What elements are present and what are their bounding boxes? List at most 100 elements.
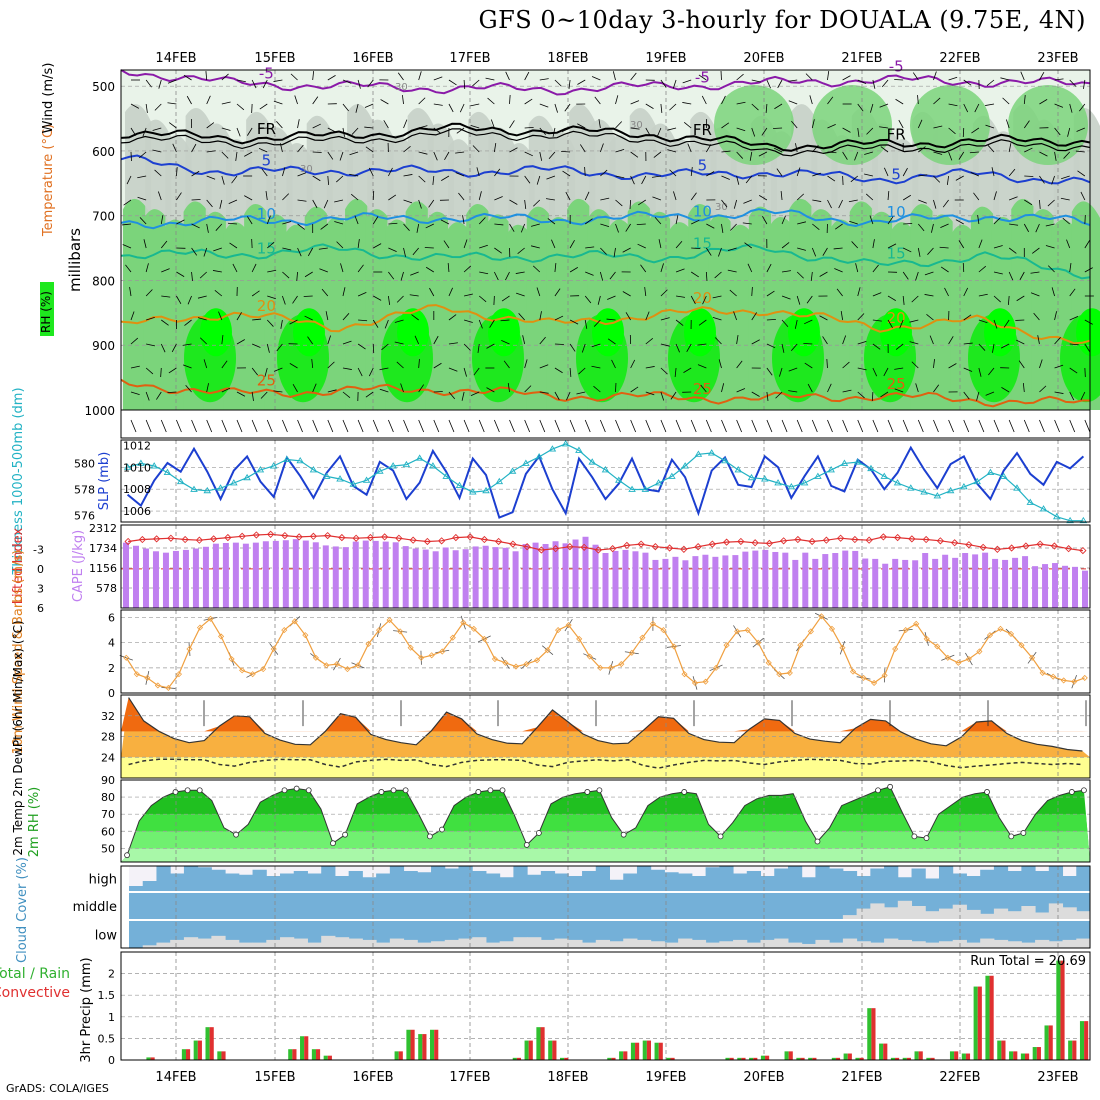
cape-bar xyxy=(373,541,379,608)
cloud-low-bar xyxy=(321,936,335,948)
cloud-low-bar xyxy=(568,940,582,948)
rh2m-point xyxy=(888,784,893,789)
precip-total-bar xyxy=(182,1049,186,1060)
cloud-low-bar xyxy=(733,940,747,948)
precip-tick-label: 1.5 xyxy=(98,989,116,1002)
wind-barb-surface xyxy=(691,420,696,432)
precip-total-bar xyxy=(406,1030,410,1060)
cape-bar xyxy=(612,551,618,608)
thickness-tick-label: 580 xyxy=(74,457,95,470)
cloud-low-bar xyxy=(980,939,994,948)
cape-bar xyxy=(1012,558,1018,608)
isotherm-label: 20 xyxy=(693,289,712,307)
wind-barb-surface xyxy=(737,420,742,432)
cloud-low-bar xyxy=(253,943,267,948)
precip-convective-bar xyxy=(954,1051,958,1060)
axis-label-text: 3hr Precip (mm) xyxy=(79,957,94,1062)
wind-barb-surface xyxy=(328,420,333,432)
precip-total-bar xyxy=(1056,961,1060,1060)
wind-barb-surface xyxy=(494,420,499,432)
cape-bar xyxy=(1082,571,1088,608)
cloud-high-bar xyxy=(1035,871,1049,891)
rh2m-point xyxy=(476,789,481,794)
precip-total-bar xyxy=(1033,1047,1037,1060)
isotherm-label: 15 xyxy=(257,240,276,258)
date-label-bottom: 21FEB xyxy=(841,1070,882,1085)
cape-bar xyxy=(443,547,449,608)
cloud-middle-bar xyxy=(912,906,926,919)
rh2m-point xyxy=(524,842,529,847)
cape-bar xyxy=(593,545,599,608)
pressure-tick-label: 700 xyxy=(92,210,115,224)
cloud-high-bar xyxy=(966,876,980,891)
precip-convective-bar xyxy=(1084,1021,1088,1060)
wind-barb-surface xyxy=(797,420,802,432)
cape-bar xyxy=(982,553,988,608)
cloud-low-bar xyxy=(761,940,775,948)
precip-convective-bar xyxy=(328,1056,332,1060)
precip-total-bar xyxy=(312,1049,316,1060)
precip-total-bar xyxy=(985,976,989,1060)
cape-bar xyxy=(133,546,139,608)
cloud-middle-bar xyxy=(857,909,871,919)
precip-total-bar xyxy=(217,1051,221,1060)
cloud-high-bar xyxy=(198,867,212,891)
precip-total-bar xyxy=(879,1044,883,1060)
cloud-low-bar xyxy=(211,936,225,948)
cloud-high-bar xyxy=(747,871,761,891)
wind-barb-surface xyxy=(676,420,681,432)
rh2m-point xyxy=(330,841,335,846)
cloud-low-bar xyxy=(458,939,472,948)
wind-barb-surface xyxy=(918,420,923,432)
wind10m-barb xyxy=(120,655,133,660)
cloud-middle-bar xyxy=(1049,903,1063,919)
cape-tick-label: 578 xyxy=(96,582,117,595)
cloud-low-bar xyxy=(156,943,170,948)
rh2m-point xyxy=(173,789,178,794)
rh2m-point xyxy=(379,789,384,794)
wind-barb-surface xyxy=(540,420,545,432)
wind-barb-surface xyxy=(192,420,197,432)
precip-total-bar xyxy=(844,1054,848,1060)
isotherm-label: 20 xyxy=(257,297,276,315)
cloud-middle-bar xyxy=(1008,911,1022,919)
precip-convective-bar xyxy=(434,1030,438,1060)
cape-bar xyxy=(782,553,788,608)
precip-tick-label: 0 xyxy=(108,1054,115,1067)
cloud-low-bar xyxy=(719,941,733,948)
precip-convective-bar xyxy=(789,1051,793,1060)
cape-bar xyxy=(762,550,768,608)
rh-contour-label: 30 xyxy=(715,202,728,213)
cape-bar xyxy=(842,551,848,608)
precip-convective-bar xyxy=(871,1008,875,1060)
isotherm-label: 25 xyxy=(693,380,712,398)
rh2m-tick-label: 90 xyxy=(101,774,115,787)
rh2m-point xyxy=(500,788,505,793)
date-label-top: 21FEB xyxy=(841,51,882,66)
cape-bar xyxy=(323,545,329,608)
wind-barb-surface xyxy=(373,420,378,432)
grads-credit: GrADS: COLA/IGES xyxy=(6,1082,109,1095)
cloud-low-bar xyxy=(1063,940,1077,948)
cloud-low-bar xyxy=(623,939,637,948)
cloud-low-bar xyxy=(651,941,665,948)
wind-panel xyxy=(120,610,1090,693)
isotherm-label: -5 xyxy=(889,57,904,75)
cloud-low-bar xyxy=(870,943,884,948)
precip-convective-bar xyxy=(919,1051,923,1060)
cloud-low-bar xyxy=(280,937,294,948)
cloud-low-bar xyxy=(1076,939,1090,948)
slp-panel xyxy=(121,440,1090,523)
precip-convective-bar xyxy=(990,976,994,1060)
thickness-tick-label: 578 xyxy=(74,483,95,496)
precip-total-bar xyxy=(1080,1021,1084,1060)
cloud-high-bar xyxy=(321,866,335,891)
wind-barb-surface xyxy=(555,420,560,432)
rh2m-point xyxy=(815,839,820,844)
precip-tick-label: 2 xyxy=(108,968,115,981)
cloud-high-bar xyxy=(912,869,926,892)
cloud-middle-bar xyxy=(1063,907,1077,919)
cloud-low-bar xyxy=(376,943,390,948)
wind-barb-surface xyxy=(146,420,151,432)
surface-barb-strip xyxy=(121,410,1090,438)
